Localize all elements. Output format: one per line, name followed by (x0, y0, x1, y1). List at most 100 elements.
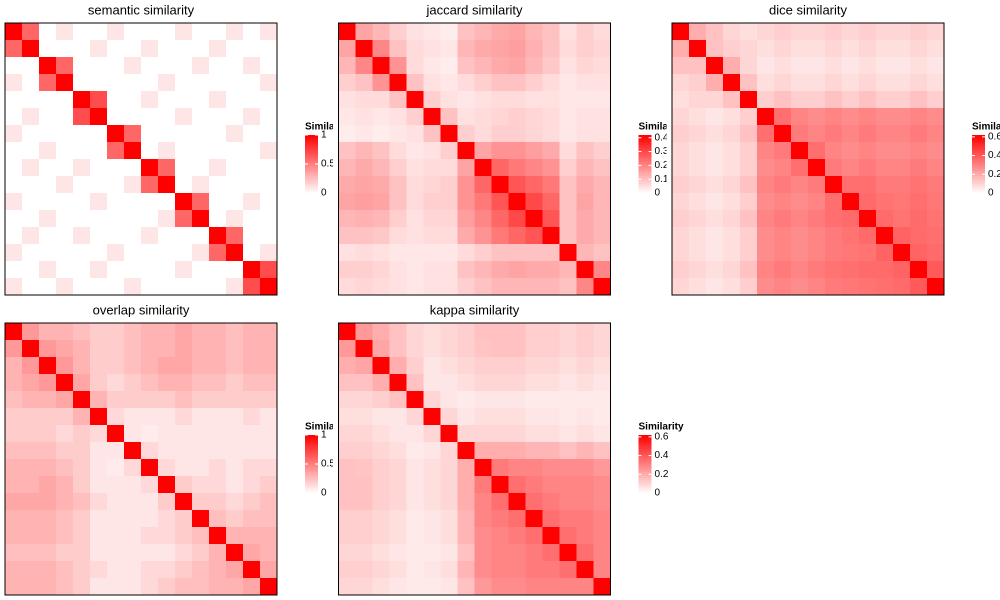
heatmap-cell (243, 459, 261, 477)
heatmap-cell (406, 91, 424, 109)
heatmap-cell (73, 561, 91, 579)
heatmap-cell (107, 357, 125, 375)
heatmap-cell (757, 74, 775, 92)
colorbar-step (638, 454, 652, 457)
heatmap-cell (389, 125, 407, 143)
heatmap-cell (355, 391, 373, 409)
heatmap-cell (90, 459, 108, 477)
heatmap-cell (372, 510, 390, 528)
heatmap-cell (192, 244, 210, 262)
heatmap-cell (338, 227, 356, 245)
colorbar-step (305, 450, 318, 453)
heatmap-cell (90, 176, 108, 194)
colorbar-step (305, 150, 318, 153)
heatmap-cell (740, 108, 758, 126)
heatmap-cell (338, 323, 356, 341)
heatmap-cell (124, 510, 142, 528)
heatmap-cell (593, 323, 611, 341)
heatmap-cell (791, 210, 809, 228)
heatmap-cell (56, 357, 74, 375)
heatmap-cell (542, 193, 560, 211)
heatmap-cell (542, 210, 560, 228)
heatmap-cell (457, 476, 475, 494)
heatmap-cell (22, 374, 40, 392)
heatmap-cell (158, 210, 176, 228)
heatmap-cell (39, 323, 57, 341)
heatmap-cell (372, 227, 390, 245)
colorbar-step (972, 148, 985, 151)
heatmap-cell (791, 261, 809, 279)
heatmap-cell (559, 493, 577, 511)
heatmap-cell (124, 91, 142, 109)
heatmap-cell (559, 176, 577, 194)
heatmap-cell (243, 493, 261, 511)
heatmap-cell (226, 74, 244, 92)
heatmap-cell (740, 244, 758, 262)
heatmap-cell (5, 510, 23, 528)
heatmap-cell (372, 278, 390, 296)
heatmap-cell (355, 91, 373, 109)
heatmap-cell (260, 374, 278, 392)
heatmap-cell (706, 142, 724, 160)
heatmap-cell (791, 23, 809, 41)
heatmap-cell (124, 374, 142, 392)
heatmap-cell (141, 544, 159, 562)
heatmap-cell (689, 108, 707, 126)
heatmap-cell (39, 278, 57, 296)
heatmap-cell (124, 459, 142, 477)
heatmap-cell (457, 578, 475, 596)
heatmap-cell (73, 391, 91, 409)
heatmap-cell (559, 425, 577, 443)
heatmap-cell (226, 40, 244, 58)
heatmap-cell (440, 578, 458, 596)
colorbar-step (638, 464, 652, 467)
heatmap-cell (192, 408, 210, 426)
heatmap-cell (491, 544, 509, 562)
heatmap-cell (423, 442, 441, 460)
heatmap-cell (90, 74, 108, 92)
heatmap-cell (723, 125, 741, 143)
heatmap-cell (893, 278, 911, 296)
colorbar-step (305, 138, 318, 142)
heatmap-cell (559, 527, 577, 545)
heatmap-cell (192, 493, 210, 511)
heatmap-cell (5, 459, 23, 477)
heatmap-cell (808, 244, 826, 262)
heatmap-cell (423, 244, 441, 262)
heatmap-cell (508, 74, 526, 92)
heatmap-cell (440, 459, 458, 477)
heatmap-cell (406, 476, 424, 494)
heatmap-cell (893, 176, 911, 194)
heatmap-cell (355, 561, 373, 579)
heatmap-cell (141, 125, 159, 143)
heatmap-cell (474, 323, 492, 341)
colorbar-step (305, 162, 318, 165)
heatmap-cell (243, 578, 261, 596)
heatmap-cell (5, 476, 23, 494)
heatmap-cell (525, 261, 543, 279)
heatmap-cell (73, 408, 91, 426)
heatmap-cell (141, 108, 159, 126)
heatmap-cell (39, 108, 57, 126)
heatmap-cell (39, 391, 57, 409)
heatmap-cell (39, 261, 57, 279)
heatmap-cell (825, 125, 843, 143)
heatmap-cell (56, 425, 74, 443)
heatmap-cell (107, 459, 125, 477)
colorbar-step (972, 160, 985, 163)
heatmap-cell (355, 425, 373, 443)
heatmap-cell (192, 425, 210, 443)
colorbar-step (638, 452, 652, 455)
heatmap-cell (406, 244, 424, 262)
heatmap-cell (491, 578, 509, 596)
heatmap-cell (508, 159, 526, 177)
heatmap-cell (525, 578, 543, 596)
heatmap-cell (226, 459, 244, 477)
heatmap-cell (576, 357, 594, 375)
colorbar-step (305, 442, 318, 446)
heatmap-cell (107, 193, 125, 211)
heatmap-cell (457, 108, 475, 126)
heatmap-cell (73, 244, 91, 262)
heatmap-cell (808, 278, 826, 296)
colorbar-step (305, 475, 318, 479)
